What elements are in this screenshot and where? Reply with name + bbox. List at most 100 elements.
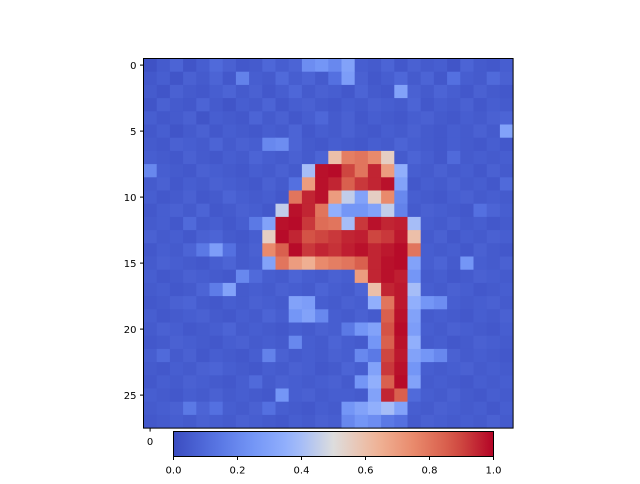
heatmap-cell (169, 71, 184, 86)
heatmap-cell (381, 216, 395, 231)
heatmap-cell (209, 137, 224, 152)
heatmap-cell (249, 362, 263, 376)
heatmap-cell (262, 164, 276, 178)
heatmap-cell (209, 84, 224, 99)
heatmap-cell (315, 309, 329, 323)
heatmap-cell (499, 256, 514, 271)
heatmap-cell (447, 190, 461, 205)
heatmap-cell (367, 177, 382, 191)
heatmap-cell (328, 137, 342, 152)
heatmap-cell (275, 296, 290, 310)
heatmap-cell (486, 401, 501, 416)
heatmap-cell (143, 164, 158, 178)
heatmap-cell (381, 71, 395, 86)
heatmap-cell (209, 177, 224, 191)
heatmap-cell (381, 256, 395, 271)
heatmap-cell (460, 256, 474, 271)
heatmap-cell (301, 375, 316, 389)
heatmap-cell (473, 348, 488, 363)
heatmap-cell (222, 230, 237, 244)
heatmap-cell (486, 177, 501, 191)
heatmap-cell (143, 124, 158, 139)
heatmap-cell (169, 177, 184, 191)
heatmap-cell (367, 269, 382, 284)
heatmap-cell (169, 322, 184, 337)
heatmap-cell (381, 375, 395, 389)
heatmap-cell (196, 362, 210, 376)
heatmap-cell (275, 164, 290, 178)
heatmap-cell (183, 98, 197, 112)
heatmap-cell (315, 203, 329, 218)
heatmap-cell (381, 203, 395, 218)
heatmap-cell (143, 375, 158, 389)
heatmap-cell (367, 111, 382, 125)
heatmap-cell (235, 256, 250, 271)
heatmap-cell (354, 98, 369, 112)
heatmap-cell (301, 296, 316, 310)
heatmap-cell (209, 190, 224, 205)
heatmap-cell (460, 309, 474, 323)
heatmap-cell (183, 230, 197, 244)
heatmap-cell (288, 203, 303, 218)
heatmap-cell (249, 190, 263, 205)
heatmap-cell (156, 322, 171, 337)
heatmap-cell (381, 348, 395, 363)
heatmap-cell (473, 362, 488, 376)
heatmap-cell (367, 84, 382, 99)
heatmap-cell (499, 84, 514, 99)
heatmap-cell (460, 137, 474, 152)
heatmap-cell (447, 322, 461, 337)
y-tick-label: 10 (124, 193, 137, 204)
heatmap-cell (407, 203, 422, 218)
heatmap-cell (262, 71, 276, 86)
heatmap-cell (354, 388, 369, 403)
heatmap-cell (288, 401, 303, 416)
heatmap-cell (222, 322, 237, 337)
heatmap-cell (222, 98, 237, 112)
heatmap-cell (354, 150, 369, 165)
heatmap-cell (235, 190, 250, 205)
heatmap-cell (394, 256, 408, 271)
heatmap-cell (394, 111, 408, 125)
heatmap-cell (447, 309, 461, 323)
heatmap-cell (367, 137, 382, 152)
heatmap-cell (473, 177, 488, 191)
heatmap-cell (288, 58, 303, 73)
heatmap-cell (275, 309, 290, 323)
heatmap-cell (499, 309, 514, 323)
heatmap-cell (486, 164, 501, 178)
heatmap-cell (222, 335, 237, 350)
heatmap-cell (328, 164, 342, 178)
heatmap-cell (433, 335, 448, 350)
heatmap-cell (209, 322, 224, 337)
heatmap-cell (499, 164, 514, 178)
heatmap-cell (447, 124, 461, 139)
heatmap-cell (183, 216, 197, 231)
heatmap-cell (143, 203, 158, 218)
heatmap-cell (262, 388, 276, 403)
heatmap-cell (156, 282, 171, 297)
heatmap-cell (420, 216, 435, 231)
heatmap-cell (499, 282, 514, 297)
heatmap-cell (169, 296, 184, 310)
heatmap-cell (143, 362, 158, 376)
heatmap-cell (235, 322, 250, 337)
heatmap-cell (354, 256, 369, 271)
heatmap-cell (473, 243, 488, 257)
heatmap-cell (447, 296, 461, 310)
colorbar-gradient (173, 431, 494, 457)
heatmap-cell (183, 137, 197, 152)
heatmap-cell (183, 296, 197, 310)
heatmap-cell (460, 362, 474, 376)
heatmap-cell (354, 335, 369, 350)
heatmap-cell (433, 230, 448, 244)
heatmap-cell (473, 124, 488, 139)
heatmap-cell (275, 243, 290, 257)
heatmap-cell (209, 203, 224, 218)
heatmap-cell (407, 216, 422, 231)
heatmap-cell (407, 164, 422, 178)
heatmap-cell (196, 190, 210, 205)
heatmap-cell (367, 58, 382, 73)
heatmap-cell (394, 375, 408, 389)
